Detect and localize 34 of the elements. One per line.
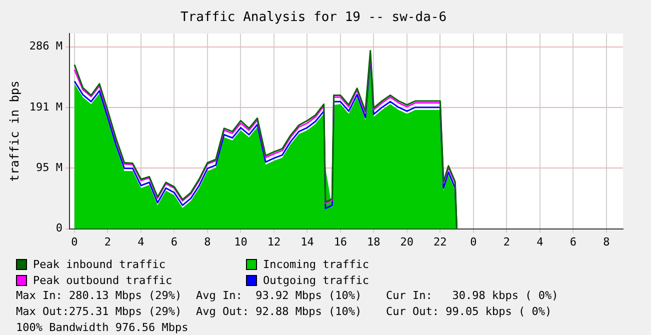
x-tick-label: 14 [300,235,314,248]
chart-title: Traffic Analysis for 19 -- sw-da-6 [180,10,447,26]
x-tick-label: 2 [503,235,510,248]
text: Avg Out: 92.88 Mbps (10%) [196,304,363,320]
x-tick-label: 8 [204,235,211,248]
text: 100% Bandwidth 976.56 Mbps [16,320,190,335]
x-tick-label: 6 [170,235,178,248]
text: Avg In: 93.92 Mbps (10%) [196,288,363,304]
text: Cur Out: 99.05 kbps ( 0%) [386,304,553,320]
x-tick-label: 22 [434,235,447,248]
x-tick-label: 20 [400,235,414,248]
legend-label: Peak inbound traffic [33,258,166,270]
y-axis-title: traffic in bps [7,80,22,182]
text: Max Out:275.31 Mbps (29%) [16,304,183,320]
legend-label: Outgoing traffic [263,274,369,286]
x-tick-label: 12 [267,235,281,248]
text: Cur In: 30.98 kbps ( 0%) [386,288,560,304]
x-tick-label: 18 [367,235,380,248]
x-tick-label: 0 [71,235,78,248]
x-tick-label: 4 [536,235,544,248]
legend-label: Incoming traffic [263,258,369,270]
x-tick-label: 4 [138,235,145,248]
y-tick-label: 286 M [29,40,63,53]
y-tick-label: 0 [56,222,63,235]
x-tick-label: 6 [570,235,576,248]
x-tick-label: 8 [603,235,610,248]
x-tick-label: 0 [470,235,477,248]
text: Max In: 280.13 Mbps (29%) [16,288,183,304]
x-tick-label: 2 [104,235,112,248]
y-tick-label: 191 M [29,100,63,114]
x-tick-label: 16 [334,235,348,248]
x-tick-label: 10 [234,235,248,248]
legend-label: Peak outbound traffic [33,274,172,286]
y-tick-label: 95 M [36,161,63,174]
